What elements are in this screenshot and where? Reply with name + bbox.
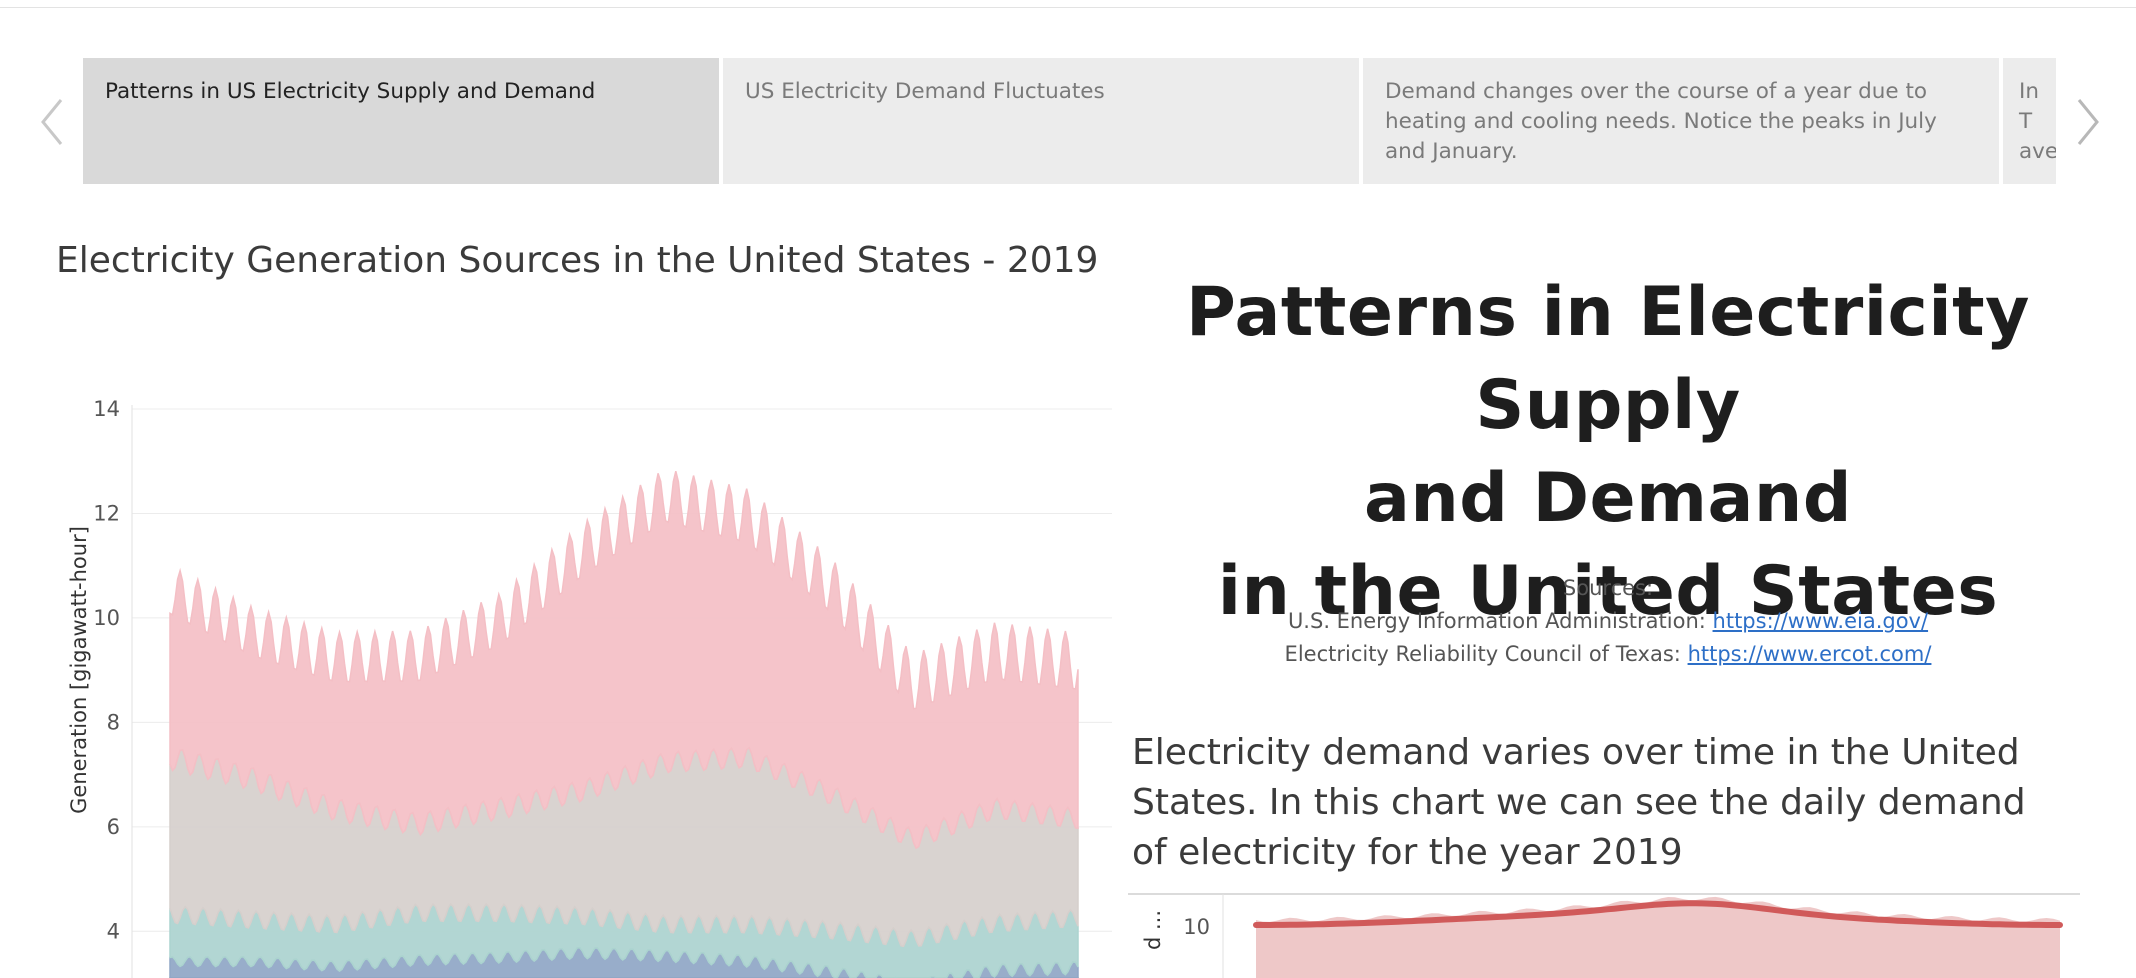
intro-panel: Patterns in Electricity Supply and Deman… bbox=[1128, 190, 2136, 978]
demand-line-chart[interactable]: d ... 10 bbox=[1128, 890, 2136, 978]
story-point-2[interactable]: US Electricity Demand Fluctuates bbox=[723, 58, 1359, 184]
heading-line-3: in the United States bbox=[1217, 552, 1999, 631]
ercot-link[interactable]: https://www.ercot.com/ bbox=[1687, 642, 1932, 666]
source-ercot: Electricity Reliability Council of Texas… bbox=[1128, 638, 2088, 671]
previous-arrow-icon[interactable] bbox=[32, 92, 72, 152]
story-point-label: Patterns in US Electricity Supply and De… bbox=[105, 79, 596, 104]
chart-title: Electricity Generation Sources in the Un… bbox=[56, 240, 1099, 281]
heading-line-2: and Demand bbox=[1363, 459, 1853, 538]
source-eia: U.S. Energy Information Administration: … bbox=[1128, 605, 2088, 638]
y-axis-title: Generation [gigawatt-hour] bbox=[67, 526, 91, 814]
top-divider bbox=[0, 7, 2136, 8]
y-axis-title-partial: d ... bbox=[1141, 910, 1165, 950]
sources-label: Sources: bbox=[1562, 576, 1654, 600]
demand-daily-area bbox=[1256, 896, 2060, 978]
area-series-6[interactable] bbox=[169, 471, 1079, 850]
source-eia-text: U.S. Energy Information Administration: bbox=[1287, 609, 1706, 633]
y-tick-label: 4 bbox=[107, 919, 120, 943]
next-arrow-icon[interactable] bbox=[2068, 92, 2108, 152]
y-tick-label: 8 bbox=[107, 710, 120, 734]
generation-chart-panel: Electricity Generation Sources in the Un… bbox=[0, 190, 1120, 978]
story-point-4[interactable]: In T ave bbox=[2003, 58, 2056, 184]
story-points: Patterns in US Electricity Supply and De… bbox=[83, 58, 2056, 184]
story-point-label: In T ave bbox=[2019, 79, 2056, 164]
eia-link[interactable]: https://www.eia.gov/ bbox=[1712, 609, 1929, 633]
y-tick-label: 12 bbox=[93, 501, 120, 525]
heading-line-1: Patterns in Electricity Supply bbox=[1185, 273, 2030, 445]
story-navigator: Patterns in US Electricity Supply and De… bbox=[0, 58, 2136, 184]
generation-area-chart[interactable]: 2468101214Generation [gigawatt-hour] bbox=[0, 290, 1120, 978]
sources-block: Sources: U.S. Energy Information Adminis… bbox=[1128, 572, 2088, 671]
y-tick-label: 14 bbox=[93, 397, 120, 421]
description-text: Electricity demand varies over time in t… bbox=[1132, 732, 2026, 873]
story-point-1[interactable]: Patterns in US Electricity Supply and De… bbox=[83, 58, 719, 184]
story-point-label: US Electricity Demand Fluctuates bbox=[745, 79, 1105, 104]
demand-trend-line[interactable] bbox=[1253, 900, 2063, 928]
source-ercot-text: Electricity Reliability Council of Texas… bbox=[1284, 642, 1681, 666]
main-heading: Patterns in Electricity Supply and Deman… bbox=[1128, 266, 2088, 638]
story-point-label: Demand changes over the course of a year… bbox=[1385, 79, 1937, 164]
y-tick-label: 10 bbox=[1183, 915, 1210, 939]
story-point-3[interactable]: Demand changes over the course of a year… bbox=[1363, 58, 1999, 184]
y-tick-label: 6 bbox=[107, 815, 120, 839]
y-tick-label: 10 bbox=[93, 606, 120, 630]
